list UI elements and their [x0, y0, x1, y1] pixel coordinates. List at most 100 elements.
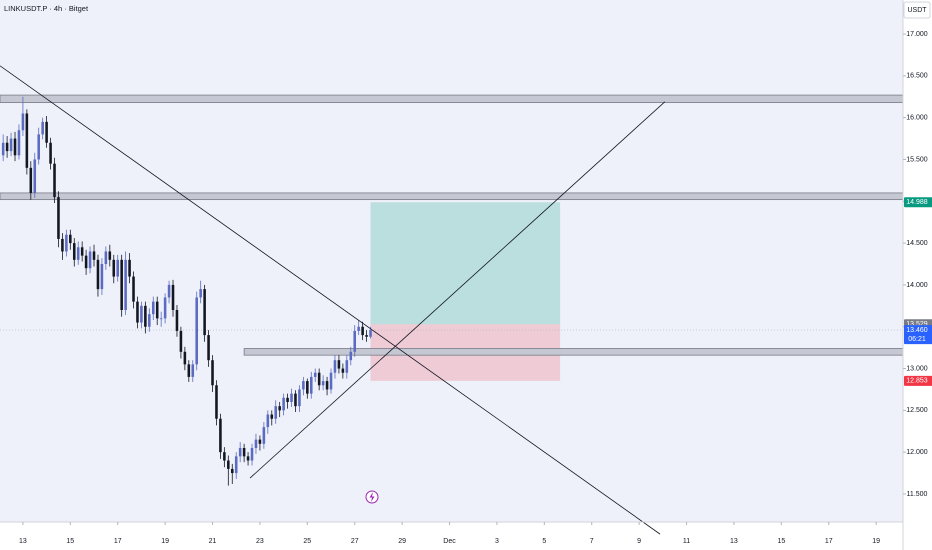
candle-body — [53, 163, 56, 198]
trendline — [0, 65, 661, 535]
candle-body — [333, 360, 337, 373]
sr-zone — [243, 348, 904, 356]
candle-body — [151, 301, 155, 315]
candle-body — [219, 418, 222, 453]
candle-body — [262, 427, 266, 444]
candle-body — [321, 381, 325, 386]
candle-body — [286, 397, 289, 402]
price-label-text: 14.988 — [906, 199, 928, 206]
candle-body — [100, 264, 104, 290]
candle-body — [357, 326, 360, 331]
price-label-bg — [904, 375, 932, 386]
candle-body — [49, 142, 52, 164]
candle-body — [128, 259, 131, 277]
candle-body — [80, 247, 84, 256]
candle-body — [33, 159, 37, 193]
candle-body — [211, 360, 214, 386]
x-tick-label: 23 — [256, 538, 264, 545]
y-tick-label: 12.500 — [906, 407, 928, 414]
x-tick-label: 13 — [730, 538, 738, 545]
candle-body — [41, 121, 44, 135]
candle-body — [104, 251, 108, 265]
candle-body — [349, 351, 353, 361]
candle-body — [37, 134, 40, 160]
x-tick-label: 17 — [825, 538, 833, 545]
candle-body — [207, 335, 210, 361]
candle-body — [282, 397, 285, 411]
candle-body — [179, 330, 183, 352]
candle-body — [155, 301, 159, 319]
candle-body — [313, 372, 317, 377]
candle-body — [9, 138, 13, 152]
y-tick-label: 14.000 — [906, 282, 928, 289]
candle-body — [298, 389, 301, 407]
x-tick-label: 13 — [19, 538, 27, 545]
candle-body — [195, 297, 199, 365]
candle-body — [266, 414, 270, 428]
candle-body — [203, 289, 206, 336]
candle-body — [132, 276, 135, 302]
candle-body — [5, 142, 9, 152]
candle-body — [337, 360, 341, 369]
candle-body — [242, 447, 246, 457]
candle-body — [116, 259, 119, 277]
candle-body — [238, 447, 242, 457]
candle-body — [223, 452, 226, 461]
y-tick-label: 12.000 — [906, 449, 928, 456]
x-tick-label: 17 — [114, 538, 122, 545]
candle-body — [250, 447, 254, 461]
candle-body — [183, 351, 187, 365]
candle-body — [45, 121, 48, 143]
candle-body — [325, 381, 329, 390]
y-tick-label: 16.000 — [906, 115, 928, 122]
candle-body — [230, 468, 234, 474]
candle-body — [25, 113, 29, 168]
plot-background — [0, 0, 903, 522]
target-zone — [370, 202, 561, 325]
candle-body — [76, 247, 80, 260]
candle-body — [163, 297, 167, 319]
price-label-text: 12.853 — [906, 378, 928, 385]
candle-body — [309, 376, 313, 394]
candle-body — [13, 138, 17, 156]
candle-body — [302, 381, 305, 390]
candle-body — [159, 318, 163, 320]
candle-body — [1, 142, 5, 156]
candle-body — [112, 259, 116, 277]
candle-body — [274, 406, 278, 419]
candle-body — [306, 381, 309, 394]
candle-body — [246, 456, 250, 461]
candle-body — [227, 460, 230, 469]
x-tick-label: 27 — [351, 538, 359, 545]
y-tick-label: 11.500 — [907, 491, 928, 498]
x-tick-label: 3 — [495, 538, 499, 545]
price-label-text: 13.529 — [906, 321, 928, 328]
candle-body — [17, 130, 21, 156]
countdown: 06:21 — [908, 336, 926, 343]
current-price-bg — [904, 325, 932, 345]
x-tick-label: 11 — [683, 538, 690, 545]
y-tick-label: 17.000 — [906, 31, 928, 38]
candle-body — [88, 251, 92, 269]
y-tick-label: 13.000 — [906, 365, 928, 372]
trendline — [249, 101, 666, 479]
candle-body — [258, 439, 262, 444]
price-label-bg — [904, 197, 932, 208]
candle-body — [148, 314, 151, 327]
candle-body — [108, 251, 112, 260]
y-tick-label: 15.500 — [906, 156, 928, 163]
candle-body — [96, 259, 100, 290]
candle-body — [187, 364, 191, 377]
candle-body — [65, 234, 68, 252]
candle-body — [120, 259, 123, 311]
candle-body — [175, 310, 179, 331]
x-tick-label: Dec — [443, 538, 456, 545]
x-tick-label: 5 — [542, 538, 546, 545]
x-tick-label: 25 — [303, 538, 311, 545]
candle-body — [136, 301, 139, 323]
candle-body — [234, 456, 238, 474]
candle-body — [361, 326, 364, 336]
candle-body — [345, 360, 349, 373]
candle-body — [270, 414, 274, 419]
